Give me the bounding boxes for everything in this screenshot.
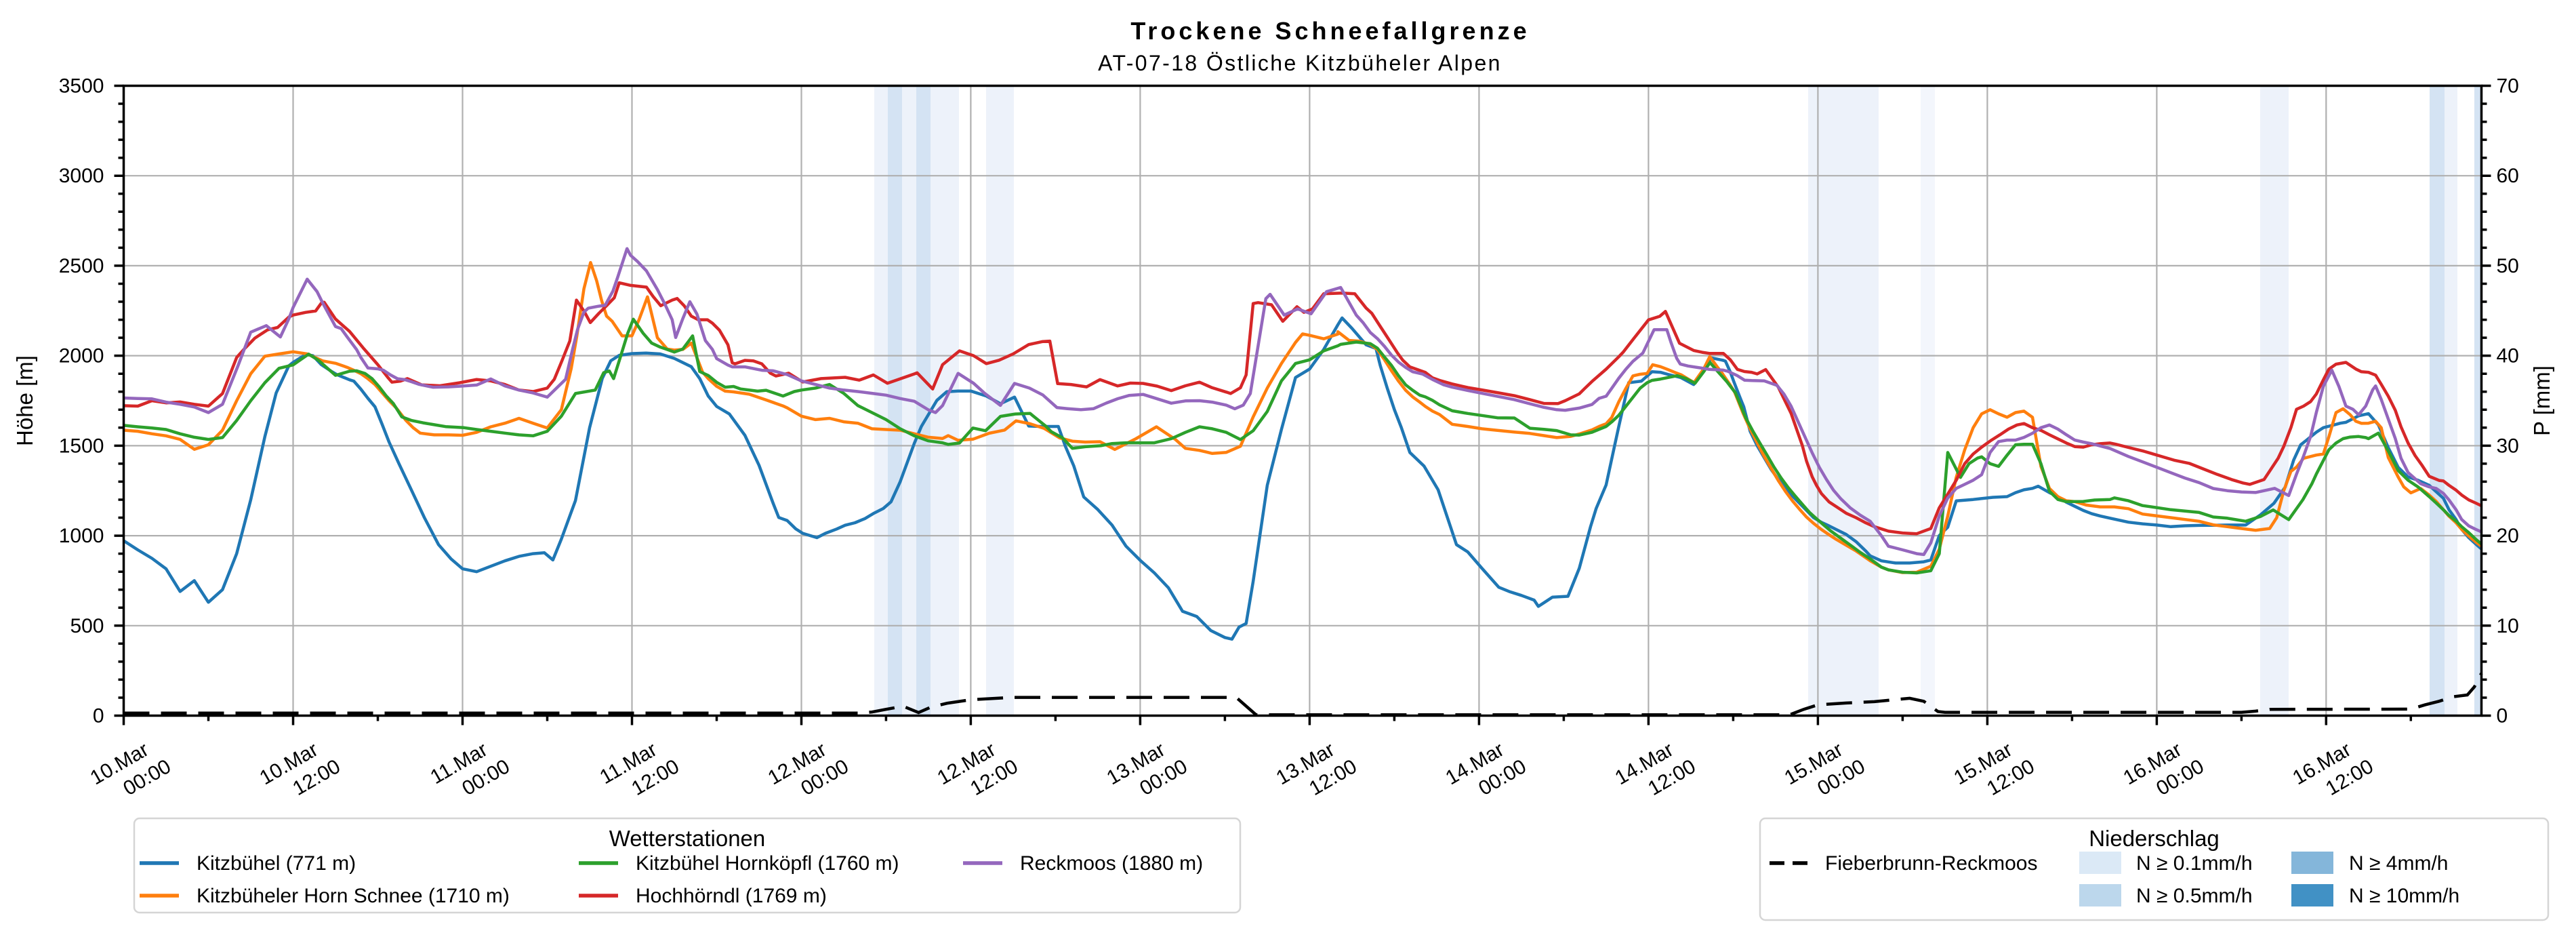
svg-text:40: 40 [2497,345,2519,367]
svg-text:20: 20 [2497,525,2519,547]
svg-text:AT-07-18 Östliche Kitzbüheler: AT-07-18 Östliche Kitzbüheler Alpen [1098,51,1502,75]
svg-text:30: 30 [2497,435,2519,457]
svg-text:50: 50 [2497,255,2519,277]
svg-text:2000: 2000 [59,345,104,367]
svg-text:N ≥ 4mm/h: N ≥ 4mm/h [2349,852,2448,875]
svg-text:3500: 3500 [59,75,104,98]
svg-text:Kitzbühel (771 m): Kitzbühel (771 m) [197,852,356,875]
svg-text:N ≥ 0.5mm/h: N ≥ 0.5mm/h [2136,885,2253,907]
svg-text:3000: 3000 [59,165,104,187]
svg-text:P [mm]: P [mm] [2529,365,2554,436]
svg-text:N ≥ 0.1mm/h: N ≥ 0.1mm/h [2136,852,2253,875]
svg-text:Hochhörndl (1769 m): Hochhörndl (1769 m) [636,885,827,907]
svg-text:60: 60 [2497,165,2519,187]
svg-text:Kitzbühel Hornköpfl (1760 m): Kitzbühel Hornköpfl (1760 m) [636,852,899,875]
svg-text:Reckmoos (1880 m): Reckmoos (1880 m) [1020,852,1203,875]
svg-text:2500: 2500 [59,255,104,277]
svg-text:Trockene Schneefallgrenze: Trockene Schneefallgrenze [1130,17,1530,45]
svg-text:1000: 1000 [59,525,104,547]
svg-text:0: 0 [93,705,104,727]
svg-text:Wetterstationen: Wetterstationen [609,826,766,851]
svg-text:Kitzbüheler Horn Schnee (1710: Kitzbüheler Horn Schnee (1710 m) [197,885,510,907]
svg-text:Höhe [m]: Höhe [m] [12,355,37,446]
svg-text:500: 500 [70,615,104,637]
svg-text:0: 0 [2497,705,2508,727]
svg-text:N ≥ 10mm/h: N ≥ 10mm/h [2349,885,2459,907]
svg-text:70: 70 [2497,75,2519,98]
svg-text:Fieberbrunn-Reckmoos: Fieberbrunn-Reckmoos [1825,852,2037,875]
svg-text:Niederschlag: Niederschlag [2089,826,2220,851]
svg-text:1500: 1500 [59,435,104,457]
svg-text:10: 10 [2497,615,2519,637]
